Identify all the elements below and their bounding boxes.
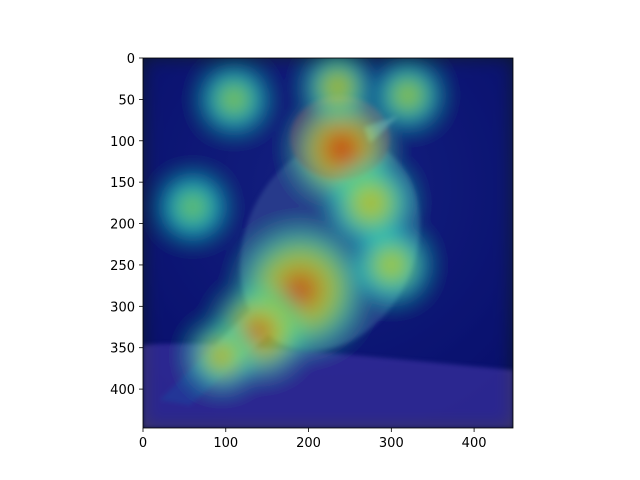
x-tick-label: 100 <box>213 436 238 451</box>
y-tick-label: 100 <box>110 135 135 150</box>
y-axis: 0 50 100 150 200 250 300 350 400 <box>110 52 143 398</box>
heat-hotspot <box>227 92 241 107</box>
heat-hotspot <box>215 349 229 363</box>
y-tick-label: 350 <box>110 342 135 357</box>
x-tick-label: 300 <box>379 436 404 451</box>
plot-area <box>143 58 513 428</box>
heat-overlay <box>143 58 513 428</box>
heat-hotspot <box>186 200 200 214</box>
heat-hotspot <box>331 139 352 159</box>
heat-hotspot <box>401 88 415 102</box>
y-tick-label: 300 <box>110 300 135 315</box>
x-tick-label: 0 <box>139 436 147 451</box>
heat-hotspot <box>287 277 313 303</box>
heat-hotspot <box>362 194 379 212</box>
y-tick-label: 0 <box>127 52 135 67</box>
x-axis: 0 100 200 300 400 <box>139 428 487 451</box>
heat-hotspot <box>330 80 345 94</box>
y-tick-label: 200 <box>110 218 135 233</box>
x-tick-label: 400 <box>462 436 487 451</box>
x-tick-label: 200 <box>296 436 321 451</box>
y-tick-label: 400 <box>110 383 135 398</box>
y-tick-label: 250 <box>110 259 135 274</box>
y-tick-label: 50 <box>118 93 135 108</box>
heat-hotspot <box>249 322 268 341</box>
heat-hotspot <box>383 257 399 273</box>
axes-frame <box>142 57 514 429</box>
y-tick-label: 150 <box>110 176 135 191</box>
